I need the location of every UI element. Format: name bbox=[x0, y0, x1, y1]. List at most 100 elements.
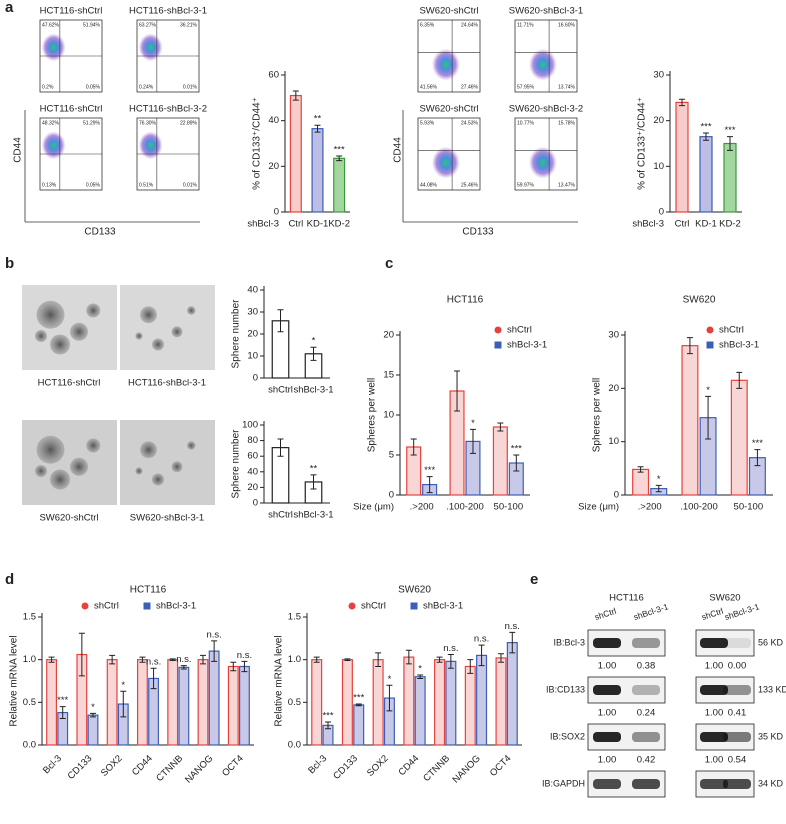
blot-band bbox=[700, 638, 728, 648]
error-bar bbox=[90, 712, 97, 718]
bar bbox=[445, 660, 457, 746]
sphere bbox=[140, 306, 157, 324]
y-tick-label: 80 bbox=[247, 435, 258, 446]
bar bbox=[289, 94, 302, 213]
x-tick-label: OCT4 bbox=[220, 753, 246, 779]
blot-size: 34 KD bbox=[758, 778, 784, 788]
sphere bbox=[70, 322, 88, 341]
panel-label: b bbox=[5, 255, 14, 272]
significance: * bbox=[706, 385, 710, 396]
error-bar bbox=[292, 90, 299, 101]
image-caption: HCT116-shBcl-3-1 bbox=[128, 378, 206, 389]
y-tick-label: 10 bbox=[653, 161, 664, 172]
band-ratio: 0.54 bbox=[728, 755, 747, 766]
panel-label: a bbox=[5, 0, 14, 16]
flow-x-label: CD133 bbox=[462, 227, 494, 238]
significance: n.s. bbox=[237, 650, 252, 661]
x-tick-label: CD133 bbox=[66, 753, 95, 782]
quadrant-value: 6.35% bbox=[420, 22, 435, 28]
error-bar bbox=[405, 649, 412, 665]
bar bbox=[227, 665, 239, 746]
bar bbox=[699, 136, 713, 213]
y-tick-label: 0 bbox=[659, 207, 664, 218]
significance: n.s. bbox=[206, 629, 221, 640]
x-tick-label: CD44 bbox=[130, 753, 155, 778]
error-bar bbox=[199, 654, 206, 665]
x-tick-label: 50-100 bbox=[734, 502, 764, 513]
sphere-image bbox=[120, 285, 215, 370]
band-ratio: 1.00 bbox=[598, 755, 617, 766]
chart-title: HCT116 bbox=[130, 585, 167, 596]
legend-marker bbox=[410, 602, 418, 610]
quadrant-value: 25.46% bbox=[461, 182, 479, 188]
bar bbox=[341, 659, 353, 746]
flow-x-label: CD133 bbox=[84, 227, 116, 238]
blot-band bbox=[723, 732, 751, 742]
y-tick-label: 0 bbox=[274, 207, 279, 218]
band-ratio: 0.24 bbox=[637, 708, 656, 719]
blot-size: 133 KD bbox=[758, 684, 786, 694]
blot-label: IB:Bcl-3 bbox=[553, 637, 585, 647]
bar bbox=[495, 657, 507, 746]
flow-y-label: CD44 bbox=[393, 137, 404, 163]
significance: * bbox=[471, 418, 475, 429]
bar bbox=[208, 650, 220, 746]
quadrant-value: 0.24% bbox=[139, 84, 154, 90]
quadrant-value: 63.27% bbox=[139, 22, 157, 28]
error-bar bbox=[754, 449, 761, 467]
legend-marker bbox=[706, 326, 714, 334]
sphere bbox=[86, 303, 101, 318]
bar bbox=[197, 659, 209, 746]
panel-label: d bbox=[5, 571, 14, 588]
sphere bbox=[86, 438, 101, 453]
legend-label: shBcl-3-1 bbox=[719, 340, 759, 351]
y-tick-label: 20 bbox=[608, 383, 619, 394]
significance: n.s. bbox=[443, 643, 458, 654]
x-tick-label: CTNNB bbox=[154, 753, 185, 784]
flow-cloud bbox=[138, 33, 163, 62]
error-bar bbox=[310, 474, 317, 490]
x-tick-label: CTNNB bbox=[421, 753, 452, 784]
significance: n.s. bbox=[146, 657, 161, 668]
y-axis-label: Relative mRNA level bbox=[9, 635, 20, 726]
y-tick-label: 20 bbox=[247, 482, 258, 493]
group-label: Size (μm) bbox=[353, 502, 394, 513]
error-bar bbox=[447, 654, 454, 669]
error-bar bbox=[426, 476, 433, 494]
error-bar bbox=[344, 658, 351, 662]
x-tick-label: CD133 bbox=[331, 753, 360, 782]
error-bar bbox=[705, 395, 712, 440]
error-bar bbox=[686, 337, 693, 355]
quadrant-value: 36.21% bbox=[180, 22, 198, 28]
y-tick-label: 10 bbox=[608, 436, 619, 447]
blot-label: IB:GAPDH bbox=[542, 778, 585, 788]
error-bar bbox=[355, 703, 362, 707]
x-tick-label: KD-1 bbox=[695, 219, 717, 230]
bar bbox=[414, 676, 426, 746]
significance: *** bbox=[353, 693, 364, 704]
significance: n.s. bbox=[474, 634, 489, 645]
significance: *** bbox=[334, 145, 345, 156]
significance: *** bbox=[511, 444, 522, 455]
legend-label: shBcl-3-1 bbox=[507, 340, 547, 351]
error-bar bbox=[655, 484, 662, 493]
blot-band bbox=[632, 685, 660, 695]
error-bar bbox=[78, 632, 85, 677]
quadrant-value: 0.2% bbox=[42, 84, 54, 90]
x-tick-label: SOX2 bbox=[365, 753, 391, 779]
error-bar bbox=[180, 665, 187, 670]
blot-size: 35 KD bbox=[758, 731, 784, 741]
blot-band bbox=[593, 685, 621, 695]
x-tick-label: CD44 bbox=[396, 753, 421, 778]
x-tick-label: KD-1 bbox=[307, 219, 329, 230]
x-tick-label: Ctrl bbox=[288, 219, 303, 230]
x-tick-label: shCtrl bbox=[268, 510, 293, 521]
significance: *** bbox=[724, 125, 735, 136]
quadrant-value: 0.05% bbox=[86, 84, 101, 90]
significance: * bbox=[418, 664, 422, 675]
y-tick-label: 10 bbox=[383, 410, 394, 421]
y-axis-label: Relative mRNA level bbox=[274, 635, 285, 726]
error-bar bbox=[679, 98, 685, 107]
lane-label: shCtrl bbox=[700, 606, 724, 622]
